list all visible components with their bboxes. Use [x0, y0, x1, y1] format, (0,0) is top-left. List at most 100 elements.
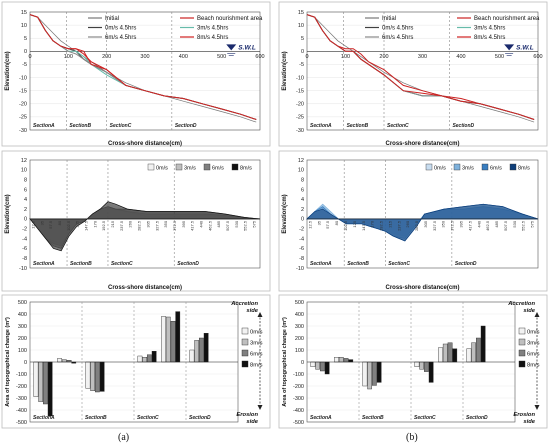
section-label-3: SectionD	[452, 123, 474, 129]
legend-entry: 3m/s 4.5hrs	[197, 26, 228, 32]
legend-swatch	[518, 327, 526, 335]
legend-entry: 8m/s	[527, 363, 540, 369]
plot-area	[29, 11, 261, 131]
swl-triangle-icon	[226, 44, 237, 51]
y-tick-label: -20	[19, 102, 27, 108]
bar-SectionC-8m/s	[428, 361, 434, 383]
bar-SectionC-6m/s	[424, 361, 429, 372]
x-tick-label: 507.5	[503, 220, 508, 231]
y-tick-label: -8	[22, 256, 27, 262]
legend-entry: 8m/s	[240, 166, 252, 172]
y-tick-label: -10	[296, 266, 304, 272]
y-tick-label: -15	[296, 88, 304, 94]
x-tick-label: 395	[181, 220, 186, 227]
x-tick-label: 80	[57, 220, 62, 225]
x-tick-label: 552.5	[521, 220, 526, 231]
x-tick-label: 327.5	[432, 220, 437, 231]
y-tick-label: 8	[24, 177, 27, 183]
y-tick-label: 15	[298, 10, 304, 16]
x-tick-label: 35	[39, 220, 44, 225]
y-tick-label: -2	[299, 227, 304, 233]
y-tick-label: 6	[24, 187, 27, 193]
y-tick-label: -500	[293, 420, 304, 426]
section-label-0: SectionA	[33, 123, 55, 129]
x-tick-label: 500	[217, 54, 226, 60]
x-tick-label: 507.5	[225, 220, 230, 231]
x-tick-label: 35	[316, 220, 321, 225]
bar-SectionA-extra-0	[57, 358, 62, 363]
accretion-label: Accretion	[230, 301, 258, 307]
bar-SectionA-3m/s	[38, 361, 44, 402]
y-tick-label: 0	[301, 360, 304, 366]
legend-swatch	[175, 163, 183, 171]
x-tick-label: 600	[255, 54, 264, 60]
bar-SectionD-8m/s	[203, 333, 209, 363]
bar-SectionA-6m/s	[320, 361, 325, 372]
y-tick-label: -200	[16, 384, 27, 390]
section-label-0: SectionA	[310, 261, 332, 267]
legend-entry: 0m/s 4.5hrs	[382, 26, 413, 32]
y-tick-label: 6	[301, 187, 304, 193]
legend-entry: 3m/s 4.5hrs	[474, 26, 505, 32]
y-tick-label: -8	[299, 256, 304, 262]
section-label-2: SectionC	[414, 415, 436, 421]
legend-entry: 3m/s	[250, 341, 263, 347]
legend-entry: 6m/s	[212, 166, 224, 172]
x-tick-label: 350	[441, 220, 446, 227]
legend-swatch	[147, 163, 155, 171]
series-area-3	[306, 203, 539, 242]
section-label-0: SectionA	[310, 123, 332, 129]
x-tick-label: 350	[163, 220, 168, 227]
series-line-0	[306, 14, 535, 123]
x-tick-label: 395	[459, 220, 464, 227]
x-tick-label: 417.5	[190, 220, 195, 231]
bar-SectionC-6m/s	[146, 354, 152, 363]
x-tick-label: 0	[305, 54, 308, 60]
legend-entry: Beach nourishment area	[197, 16, 263, 22]
accretion-label: side	[523, 308, 535, 314]
arrow-up-icon	[257, 312, 263, 317]
series-line-5	[306, 14, 535, 120]
erosion-label: Erosion	[236, 412, 258, 418]
y-tick-label: -4	[299, 236, 304, 242]
section-label-1: SectionB	[362, 415, 384, 421]
legend-swatch	[231, 163, 239, 171]
erosion-label: side	[246, 419, 258, 425]
panel-label-a: (a)	[118, 432, 130, 443]
section-label-0: SectionA	[310, 415, 332, 421]
legend-entry: Initial	[382, 16, 396, 22]
legend-entry: 8m/s	[250, 363, 263, 369]
y-tick-label: 10	[298, 168, 304, 174]
y-tick-label: 10	[21, 168, 27, 174]
bar-SectionA-extra-2	[343, 358, 349, 363]
x-tick-label: 125	[75, 220, 80, 227]
bar-SectionC-extra-0	[161, 316, 166, 363]
y-axis-label: Elevation(cm)	[5, 194, 11, 233]
legend-swatch	[518, 338, 526, 346]
section-label-3: SectionD	[466, 415, 488, 421]
legend-entry: Beach nourishment area	[474, 16, 540, 22]
panel-frame-a-bot	[1, 294, 271, 429]
y-tick-label: -10	[19, 75, 27, 81]
chart-a-mid: 12 10 8 6 4 2 0 -2 -4 -6 -8 -10 SectionA SectionB Sect…	[5, 158, 261, 291]
y-tick-label: 300	[18, 324, 27, 330]
x-tick-label: 147.5	[361, 220, 366, 231]
erosion-label: Erosion	[513, 412, 535, 418]
y-tick-label: -5	[299, 62, 304, 68]
legend-entry: 3m/s	[184, 166, 196, 172]
bar-SectionA-extra-1	[61, 359, 67, 363]
bar-SectionB-8m/s	[376, 361, 382, 383]
bar-SectionB-6m/s	[94, 361, 100, 393]
x-tick-label: 485	[216, 220, 221, 227]
x-tick-label: 417.5	[467, 220, 472, 231]
bar-SectionC-extra-1	[165, 316, 171, 363]
legend-entry: 3m/s	[462, 166, 474, 172]
x-tick-label: 400	[456, 54, 465, 60]
y-tick-label: 0	[301, 217, 304, 223]
x-axis-label: Cross-shore distance(cm)	[385, 141, 459, 147]
y-tick-label: -10	[296, 75, 304, 81]
section-label-3: SectionD	[189, 415, 211, 421]
legend-entry: 6m/s	[250, 352, 263, 358]
x-axis-label: Cross-shore distance(cm)	[385, 285, 459, 291]
